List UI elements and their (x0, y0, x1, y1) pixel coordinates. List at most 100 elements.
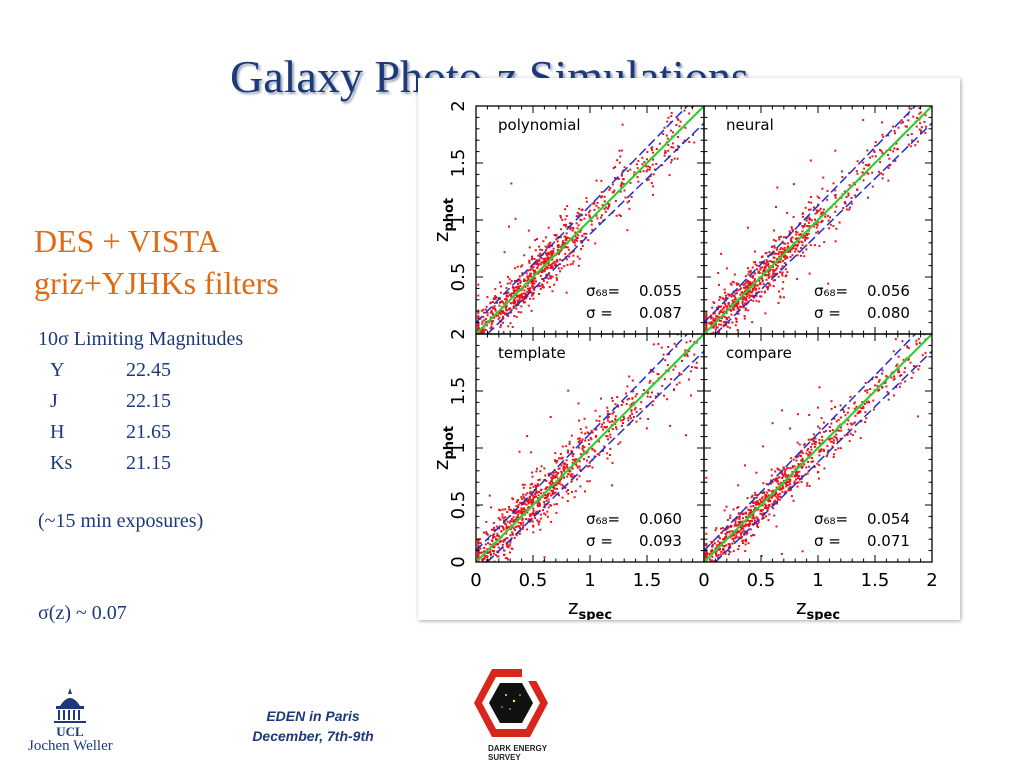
scatter-point (525, 503, 528, 506)
scatter-point (524, 279, 527, 282)
scatter-point (631, 397, 634, 400)
scatter-point (532, 524, 535, 527)
scatter-point (752, 515, 755, 518)
scatter-point (705, 335, 707, 337)
scatter-point (562, 243, 565, 246)
scatter-point (524, 285, 527, 288)
scatter-point (571, 229, 574, 232)
scatter-point (802, 251, 804, 254)
scatter-point (495, 314, 498, 317)
scatter-point (770, 468, 773, 471)
scatter-point (578, 475, 581, 478)
scatter-point (750, 299, 753, 301)
scatter-point (907, 358, 910, 361)
scatter-point (722, 538, 725, 541)
scatter-point (750, 511, 752, 514)
scatter-point (522, 510, 525, 513)
scatter-point (577, 234, 580, 237)
scatter-point (489, 543, 492, 546)
sigma-label: σ = (586, 304, 613, 322)
scatter-point (531, 280, 534, 282)
sigma-label: σ = (814, 304, 841, 322)
scatter-point (724, 303, 727, 306)
median-line (476, 334, 704, 562)
scatter-point (769, 284, 772, 287)
scatter-point (752, 505, 755, 508)
scatter-point (753, 296, 756, 299)
scatter-point (761, 272, 764, 275)
scatter-point (856, 172, 859, 175)
scatter-point (615, 428, 618, 431)
scatter-point (535, 495, 537, 498)
scatter-point (738, 530, 741, 533)
scatter-point (770, 275, 773, 278)
scatter-point (810, 201, 813, 204)
scatter-point (871, 171, 874, 174)
sigma-label: σ = (586, 532, 613, 550)
scatter-point (716, 546, 719, 549)
scatter-point (844, 414, 847, 417)
scatter-point (668, 353, 671, 356)
scatter-point (598, 420, 601, 422)
scatter-point (506, 282, 509, 285)
scatter-point (779, 248, 782, 251)
scatter-point (603, 426, 606, 428)
scatter-point (673, 157, 676, 160)
scatter-point (531, 498, 534, 501)
scatter-point (550, 252, 553, 255)
scatter-point (509, 551, 511, 554)
scatter-point (571, 262, 574, 265)
scatter-point (790, 241, 793, 243)
scatter-point (756, 268, 758, 271)
scatter-point (580, 214, 583, 217)
scatter-point (815, 223, 818, 226)
scatter-point (483, 554, 486, 557)
scatter-point (849, 206, 852, 209)
scatter-point (847, 194, 850, 197)
scatter-point (488, 551, 491, 553)
scatter-point (675, 124, 678, 126)
scatter-point (723, 310, 726, 313)
scatter-point (789, 250, 792, 253)
scatter-point (818, 197, 821, 199)
y-tick-label: 2 (448, 328, 469, 339)
scatter-point (585, 459, 588, 462)
scatter-point (539, 270, 542, 273)
y-tick-label: 1.5 (448, 149, 469, 178)
scatter-point (826, 453, 829, 456)
scatter-point (801, 475, 803, 478)
scatter-point (497, 555, 500, 558)
scatter-point (628, 200, 631, 203)
scatter-point (608, 188, 611, 191)
scatter-point (577, 440, 580, 443)
scatter-point (705, 340, 707, 342)
scatter-point (611, 428, 614, 430)
scatter-point (559, 457, 562, 460)
scatter-point (756, 503, 759, 506)
scatter-point (490, 309, 493, 312)
scatter-point (718, 305, 721, 308)
scatter-point (477, 347, 479, 349)
scatter-point (742, 527, 745, 530)
scatter-point (924, 102, 926, 104)
scatter-point (742, 304, 744, 307)
scatter-point (767, 274, 770, 277)
scatter-point (578, 419, 581, 422)
scatter-point (830, 400, 833, 403)
scatter-point (609, 447, 612, 450)
scatter-point (547, 498, 550, 501)
scatter-point (736, 506, 739, 509)
scatter-point (824, 215, 827, 218)
scatter-point (850, 197, 853, 199)
scatter-point (744, 511, 747, 514)
scatter-point (800, 466, 803, 469)
scatter-point (803, 225, 806, 228)
scatter-point (613, 189, 616, 192)
scatter-point (603, 200, 606, 203)
scatter-point (821, 439, 824, 442)
scatter-point (562, 467, 565, 470)
scatter-point (834, 189, 837, 192)
scatter-point (860, 407, 863, 410)
scatter-point (705, 320, 708, 323)
scatter-point (482, 328, 485, 331)
